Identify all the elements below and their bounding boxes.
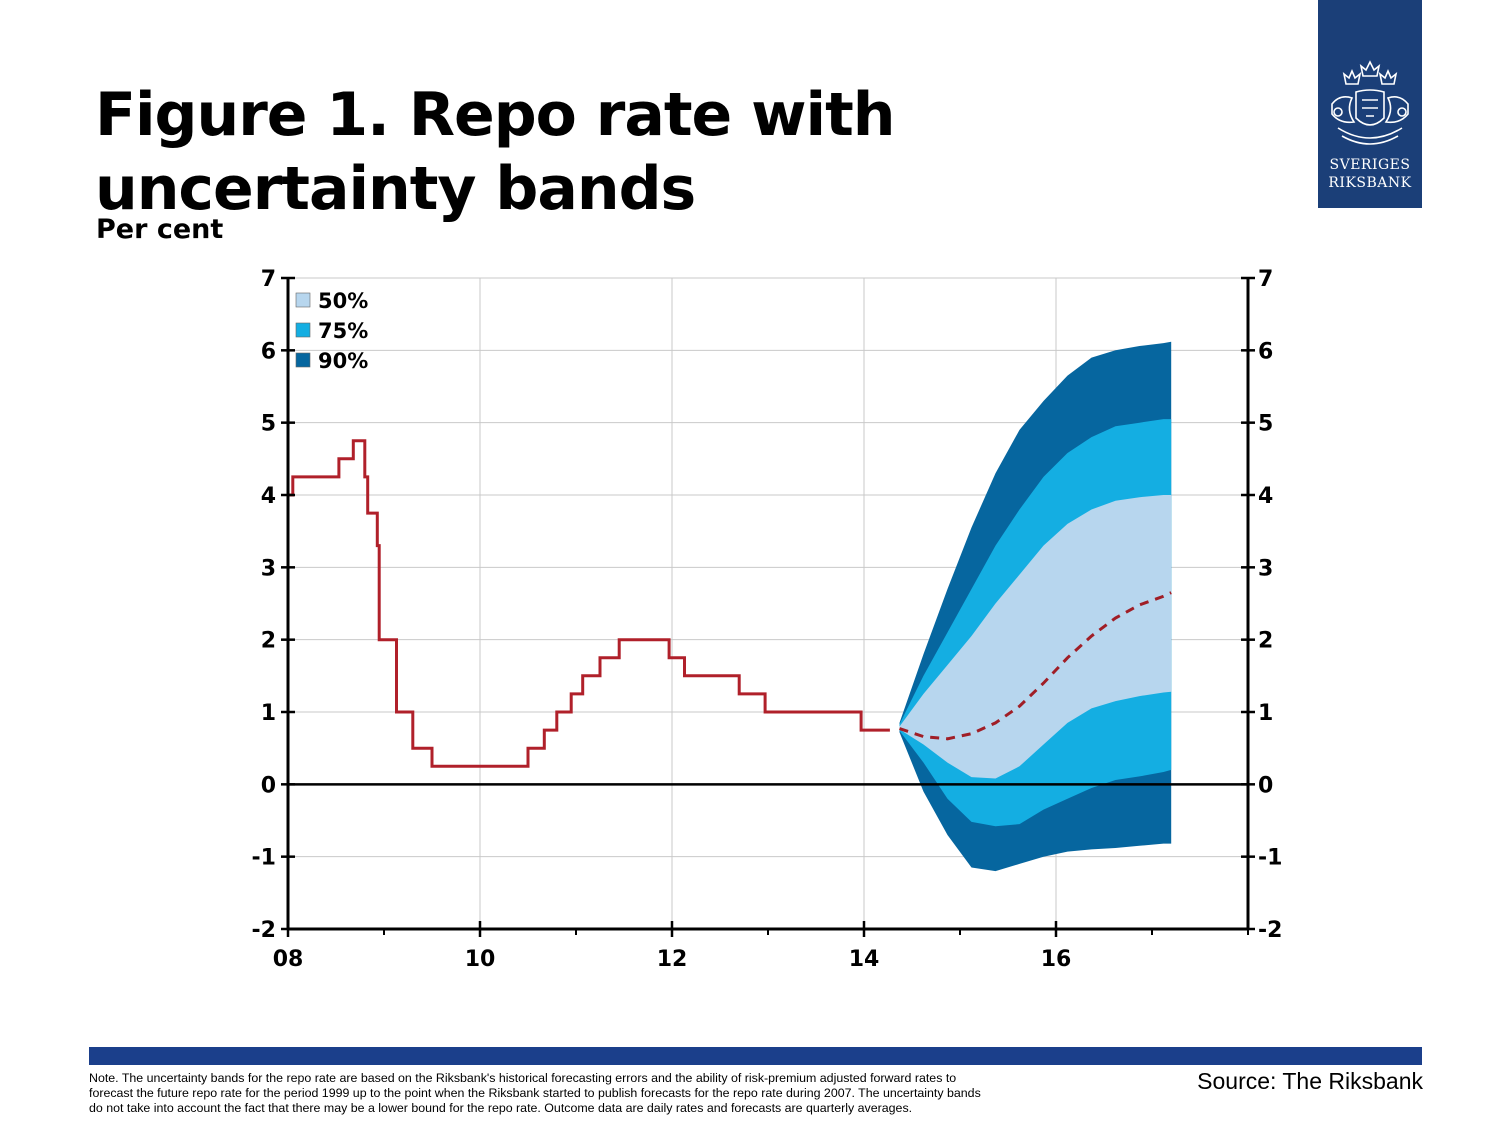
- repo-rate-outcome-line: [288, 439, 890, 768]
- page-title: Figure 1. Repo rate with uncertainty ban…: [95, 78, 1095, 226]
- y-tick-label-right: 3: [1258, 556, 1273, 581]
- legend-swatch: [295, 322, 311, 338]
- y-tick-label-right: -2: [1258, 918, 1282, 943]
- y-tick-label-right: 0: [1258, 773, 1273, 798]
- legend-swatch: [295, 352, 311, 368]
- x-tick-label: 16: [1041, 947, 1072, 972]
- y-tick-label-right: -1: [1258, 846, 1282, 871]
- footnote-line-2: forecast the future repo rate for the pe…: [89, 1086, 981, 1100]
- band-50pct: [899, 495, 1172, 779]
- title-line-2: uncertainty bands: [95, 154, 696, 224]
- y-tick-label-left: 1: [261, 701, 276, 726]
- legend-label: 50%: [318, 289, 368, 313]
- legend-swatch: [295, 292, 311, 308]
- footnote: Note. The uncertainty bands for the repo…: [89, 1071, 1164, 1116]
- logo-text-riksbank: RIKSBANK: [1328, 175, 1412, 191]
- footer-bar: [89, 1047, 1422, 1065]
- title-line-1: Figure 1. Repo rate with: [95, 80, 896, 150]
- y-tick-label-right: 7: [1258, 267, 1273, 292]
- y-tick-label-left: 0: [261, 773, 276, 798]
- y-tick-label-right: 6: [1258, 339, 1273, 364]
- y-tick-label-left: 2: [261, 629, 276, 654]
- x-tick-label: 14: [849, 947, 880, 972]
- y-tick-label-left: 4: [261, 484, 276, 509]
- y-tick-label-right: 2: [1258, 629, 1273, 654]
- legend-label: 75%: [318, 319, 368, 343]
- y-tick-label-left: 7: [261, 267, 276, 292]
- riksbank-logo: SVERIGES RIKSBANK: [1318, 0, 1422, 208]
- y-tick-label-left: 3: [261, 556, 276, 581]
- y-tick-label-right: 5: [1258, 412, 1273, 437]
- y-tick-label-left: -2: [252, 918, 276, 943]
- y-tick-label-left: 5: [261, 412, 276, 437]
- y-tick-label-right: 1: [1258, 701, 1273, 726]
- x-tick-label: 12: [657, 947, 688, 972]
- logo-text-sveriges: SVERIGES: [1329, 157, 1411, 173]
- y-tick-label-left: -1: [252, 846, 276, 871]
- y-tick-label-right: 4: [1258, 484, 1273, 509]
- legend-label: 90%: [318, 349, 368, 373]
- crown-emblem-icon: [1331, 60, 1409, 145]
- source-label: Source: The Riksbank: [1197, 1068, 1423, 1094]
- x-tick-label: 08: [273, 947, 304, 972]
- footnote-line-3: do not take into account the fact that t…: [89, 1101, 913, 1115]
- repo-rate-forecast-line: [899, 591, 1172, 741]
- x-tick-label: 10: [465, 947, 496, 972]
- footnote-line-1: Note. The uncertainty bands for the repo…: [89, 1071, 957, 1085]
- y-tick-label-left: 6: [261, 339, 276, 364]
- unit-label: Per cent: [96, 214, 224, 245]
